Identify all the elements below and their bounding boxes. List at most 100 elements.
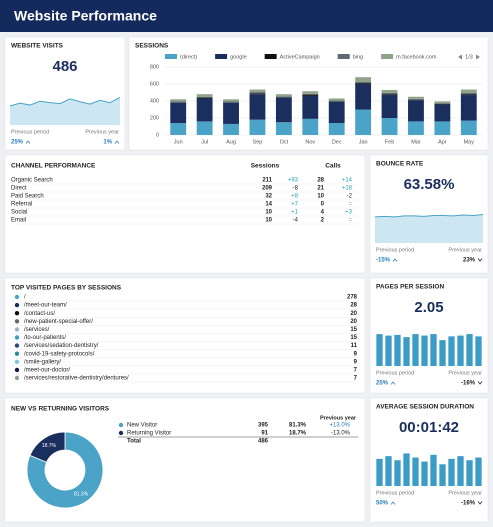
bar — [430, 334, 437, 366]
page-sessions: 278 — [347, 295, 358, 301]
x-tick-label: Sep — [253, 139, 263, 145]
calls-change: +14 — [342, 178, 353, 184]
bar-segment — [408, 121, 424, 135]
comparison-label: Previous year — [85, 129, 119, 135]
trend-arrow — [477, 258, 483, 262]
panel — [369, 154, 489, 274]
bar-segment — [249, 119, 266, 135]
legend-dot — [14, 359, 20, 364]
x-tick-label: Nov — [305, 139, 315, 145]
comparison-value: 25% — [376, 381, 389, 387]
legend-label: google — [230, 54, 247, 60]
bar-segment — [196, 121, 213, 135]
page-path: / — [24, 295, 26, 301]
bar-segment — [460, 120, 477, 135]
page-sessions: 20 — [350, 319, 357, 325]
comparison-value: 1% — [103, 140, 112, 146]
panel-title: NEW VS RETURNING VISITORS — [11, 406, 110, 413]
bar-segment — [302, 95, 319, 119]
pie-slice — [26, 431, 104, 509]
bar-segment — [249, 94, 266, 120]
page-path: /meet-our-team/ — [24, 303, 67, 309]
sessions-change: +93 — [288, 178, 299, 184]
column-header: Previous year — [320, 415, 357, 421]
page-path: /new-patient-special-offer/ — [24, 319, 93, 325]
pie-slice — [29, 431, 66, 463]
pager-next[interactable] — [476, 54, 480, 60]
panel-title: CHANNEL PERFORMANCE — [11, 163, 96, 170]
bar-segment — [434, 101, 451, 104]
bar-segment — [355, 81, 372, 84]
bar-segment — [328, 101, 345, 124]
bar-segment — [460, 92, 477, 95]
calls-value: 4 — [321, 210, 325, 216]
sessions-change: -8 — [293, 186, 299, 192]
sessions-change: -4 — [293, 218, 299, 224]
visitor-type: New Visitor — [127, 423, 157, 429]
panel-title: TOP VISITED PAGES BY SESSIONS — [11, 285, 122, 292]
page-sessions: 15 — [350, 327, 357, 333]
page-sessions: 9 — [354, 359, 358, 365]
bar-segment — [196, 97, 213, 99]
sessions-value: 211 — [262, 178, 272, 184]
bar-segment — [170, 101, 187, 103]
bar-segment — [223, 123, 239, 135]
bar-segment — [302, 91, 319, 94]
bar-segment — [434, 104, 451, 122]
comparison-label: Previous period — [376, 247, 414, 253]
bar-segment — [170, 123, 187, 135]
x-tick-label: Jul — [201, 139, 208, 145]
calls-change: +3 — [345, 210, 353, 216]
bar-segment — [223, 101, 239, 103]
sparkline — [9, 97, 121, 107]
bar-segment — [223, 102, 239, 124]
comparison-label: Previous period — [376, 490, 414, 496]
bar-segment — [302, 94, 319, 96]
legend-dot — [14, 343, 20, 348]
total-label: Total — [127, 439, 141, 445]
legend-label: (direct) — [180, 54, 197, 60]
bar-segment — [381, 92, 398, 95]
legend-dot — [14, 319, 20, 324]
legend-dot — [14, 375, 20, 381]
bar-segment — [170, 102, 187, 124]
column-header: Calls — [325, 163, 341, 170]
y-tick-label: 800 — [150, 64, 159, 70]
visitor-sessions: 395 — [258, 423, 269, 429]
trend-arrow — [477, 501, 483, 505]
x-tick-label: May — [464, 139, 475, 145]
legend-dot — [14, 327, 20, 332]
sessions-change: +8 — [291, 194, 299, 200]
bar-segment — [381, 94, 398, 96]
sessions-value: 32 — [265, 194, 272, 200]
bar-segment — [196, 98, 213, 122]
bar-segment — [381, 89, 398, 93]
x-tick-label: Mar — [411, 139, 421, 145]
legend-swatch — [381, 54, 394, 59]
page-path: /services/ — [24, 327, 50, 333]
comparison-value: 50% — [376, 501, 389, 507]
bar-segment — [249, 93, 266, 95]
bar-segment — [275, 94, 292, 97]
x-tick-label: Jun — [174, 139, 183, 145]
y-tick-label: 0 — [156, 132, 159, 138]
bar-segment — [302, 93, 319, 95]
bar — [475, 336, 482, 366]
legend-dot — [14, 367, 20, 373]
bar-segment — [249, 89, 266, 93]
legend-dot — [118, 430, 124, 436]
channel-name: Direct — [11, 186, 27, 192]
page-path: /services/restorative-dentistry/dentures… — [24, 376, 129, 382]
bar — [394, 334, 401, 366]
pager-prev[interactable] — [458, 54, 462, 60]
bar — [457, 335, 464, 366]
bar — [439, 340, 446, 366]
sessions-value: 10 — [265, 210, 272, 216]
panel-title: SESSIONS — [135, 43, 169, 50]
bar-segment — [460, 94, 477, 96]
panel — [4, 154, 366, 274]
bar — [412, 334, 419, 366]
comparison-label: Previous year — [448, 247, 482, 253]
bar-segment — [196, 94, 213, 97]
